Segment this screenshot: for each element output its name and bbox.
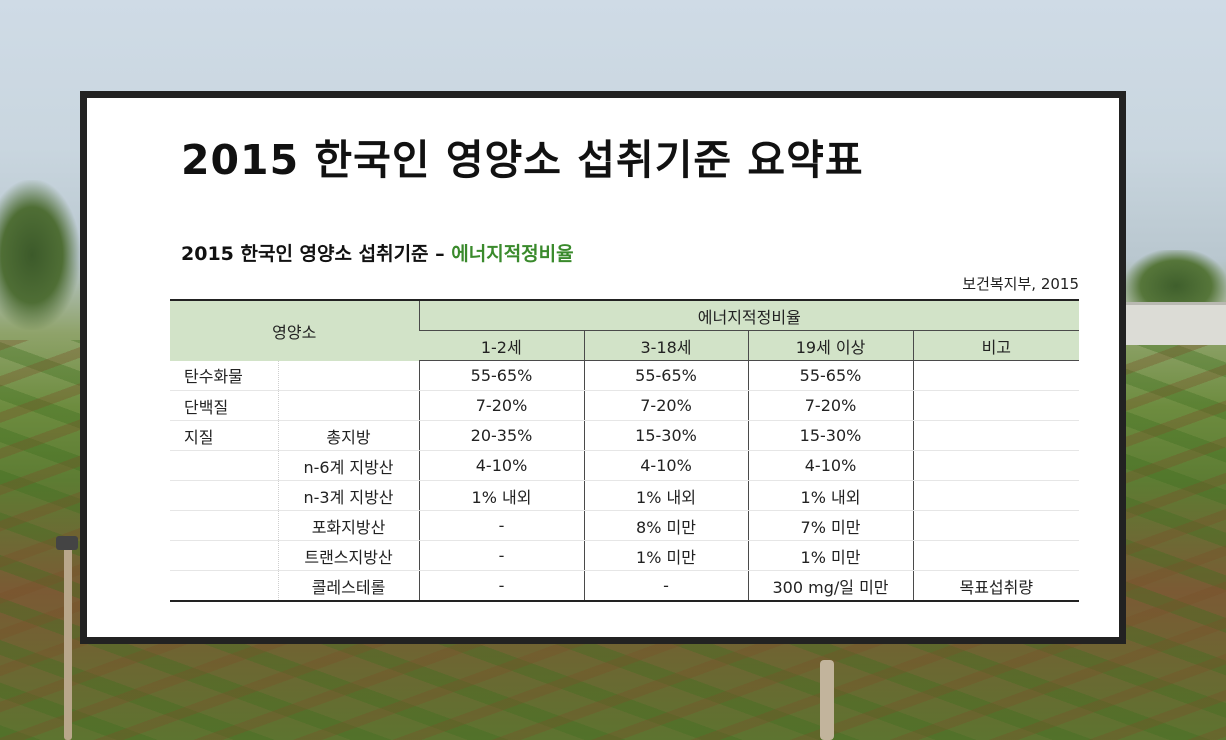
cell-category bbox=[170, 570, 278, 602]
cell-sub: 트랜스지방산 bbox=[277, 540, 420, 571]
cell-category bbox=[170, 540, 278, 571]
cell-value: - bbox=[418, 510, 585, 541]
cell-value: 15-30% bbox=[747, 420, 914, 451]
cell-note bbox=[912, 390, 1080, 421]
cell-sub: 콜레스테롤 bbox=[277, 570, 420, 602]
cell-value: - bbox=[418, 570, 585, 602]
table-row: n-6계 지방산 4-10% 4-10% 4-10% bbox=[170, 450, 1080, 481]
cell-note: 목표섭취량 bbox=[912, 570, 1080, 602]
cell-category: 지질 bbox=[170, 420, 278, 451]
cell-sub: 포화지방산 bbox=[277, 510, 420, 541]
header-nutrient: 영양소 bbox=[170, 299, 420, 361]
cell-note bbox=[912, 420, 1080, 451]
cell-value: 300 mg/일 미만 bbox=[747, 570, 914, 602]
cell-value: 4-10% bbox=[583, 450, 749, 481]
cell-value: 55-65% bbox=[418, 360, 585, 391]
header-energy-ratio: 에너지적정비율 bbox=[418, 299, 1080, 331]
cell-sub: n-6계 지방산 bbox=[277, 450, 420, 481]
source-note: 보건복지부, 2015 bbox=[962, 275, 1079, 293]
table-row: n-3계 지방산 1% 내외 1% 내외 1% 내외 bbox=[170, 480, 1080, 511]
cell-note bbox=[912, 360, 1080, 391]
cell-category: 탄수화물 bbox=[170, 360, 278, 391]
cell-value: 1% 내외 bbox=[583, 480, 749, 511]
cell-note bbox=[912, 540, 1080, 571]
summary-panel: 2015 한국인 영양소 섭취기준 요약표 2015 한국인 영양소 섭취기준 … bbox=[80, 91, 1126, 644]
cell-value: 4-10% bbox=[747, 450, 914, 481]
cell-value: 7-20% bbox=[418, 390, 585, 421]
header-age-3-18: 3-18세 bbox=[583, 330, 749, 361]
cell-value: 15-30% bbox=[583, 420, 749, 451]
header-age-1-2: 1-2세 bbox=[419, 330, 585, 361]
cell-value: 55-65% bbox=[583, 360, 749, 391]
tree-right bbox=[1126, 250, 1226, 310]
table-title: 2015 한국인 영양소 섭취기준 – 에너지적정비율 bbox=[181, 239, 574, 266]
cell-value: 4-10% bbox=[418, 450, 585, 481]
cell-note bbox=[912, 510, 1080, 541]
header-note: 비고 bbox=[912, 330, 1080, 361]
cell-value: - bbox=[583, 570, 749, 602]
page-title: 2015 한국인 영양소 섭취기준 요약표 bbox=[181, 136, 864, 184]
header-age-19-plus: 19세 이상 bbox=[747, 330, 914, 361]
table-row: 단백질 7-20% 7-20% 7-20% bbox=[170, 390, 1080, 421]
sprinkler-pole bbox=[64, 540, 72, 740]
table-title-prefix: 2015 한국인 영양소 섭취기준 – bbox=[181, 243, 452, 265]
table-row: 트랜스지방산 - 1% 미만 1% 미만 bbox=[170, 540, 1080, 571]
cell-value: 7% 미만 bbox=[747, 510, 914, 541]
cell-category bbox=[170, 450, 278, 481]
cell-category bbox=[170, 510, 278, 541]
table-row: 포화지방산 - 8% 미만 7% 미만 bbox=[170, 510, 1080, 541]
irrigation-pipe bbox=[820, 660, 834, 740]
cell-category bbox=[170, 480, 278, 511]
sprinkler-head bbox=[56, 536, 78, 550]
cell-value: 1% 미만 bbox=[583, 540, 749, 571]
cell-note bbox=[912, 450, 1080, 481]
table-title-highlight: 에너지적정비율 bbox=[451, 243, 574, 265]
cell-value: 7-20% bbox=[747, 390, 914, 421]
cell-value: 7-20% bbox=[583, 390, 749, 421]
cell-value: 1% 내외 bbox=[418, 480, 585, 511]
cell-category: 단백질 bbox=[170, 390, 278, 421]
nutrient-table: 영양소 에너지적정비율 1-2세 3-18세 19세 이상 비고 탄수화물 55… bbox=[170, 299, 1080, 602]
cell-sub bbox=[277, 390, 420, 421]
farm-building bbox=[1124, 302, 1226, 345]
cell-note bbox=[912, 480, 1080, 511]
table-row: 탄수화물 55-65% 55-65% 55-65% bbox=[170, 360, 1080, 391]
table-row: 지질 총지방 20-35% 15-30% 15-30% bbox=[170, 420, 1080, 451]
tree-left bbox=[0, 180, 80, 330]
cell-value: - bbox=[418, 540, 585, 571]
cell-value: 20-35% bbox=[418, 420, 585, 451]
table-row: 콜레스테롤 - - 300 mg/일 미만 목표섭취량 bbox=[170, 570, 1080, 602]
cell-sub bbox=[277, 360, 420, 391]
cell-value: 1% 미만 bbox=[747, 540, 914, 571]
cell-value: 8% 미만 bbox=[583, 510, 749, 541]
cell-sub: 총지방 bbox=[277, 420, 420, 451]
cell-sub: n-3계 지방산 bbox=[277, 480, 420, 511]
cell-value: 55-65% bbox=[747, 360, 914, 391]
cell-value: 1% 내외 bbox=[747, 480, 914, 511]
